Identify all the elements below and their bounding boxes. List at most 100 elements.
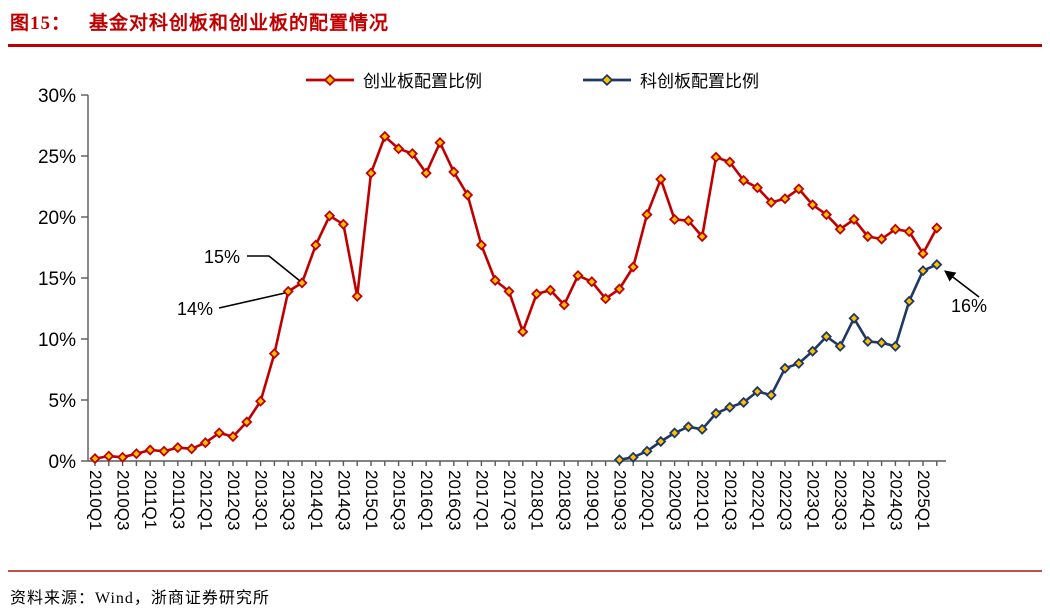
- y-tick-label: 5%: [49, 391, 77, 412]
- data-point-marker: [834, 340, 846, 352]
- data-point-marker: [531, 288, 543, 300]
- data-point-marker: [807, 345, 819, 357]
- data-point-marker: [613, 283, 625, 295]
- x-tick-label: 2021Q1: [693, 470, 712, 531]
- source-note: 资料来源：Wind，浙商证券研究所: [10, 590, 270, 607]
- x-tick-label: 2012Q1: [196, 470, 215, 531]
- annotation-16%: 16%: [944, 270, 987, 316]
- data-point-marker: [738, 396, 750, 408]
- annotation-label: 15%: [204, 247, 240, 267]
- data-point-marker: [696, 423, 708, 435]
- data-point-marker: [572, 270, 584, 282]
- data-point-marker: [627, 451, 639, 463]
- data-point-marker: [903, 226, 915, 238]
- data-point-marker: [917, 248, 929, 260]
- footer-divider: [8, 570, 1042, 572]
- data-point-marker: [710, 407, 722, 419]
- data-point-marker: [917, 265, 929, 277]
- data-point-marker: [448, 166, 460, 178]
- data-point-marker: [779, 362, 791, 374]
- data-point-marker: [669, 213, 681, 225]
- data-point-marker: [420, 167, 432, 179]
- annotation-15%: 15%: [204, 247, 301, 282]
- data-point-marker: [406, 148, 418, 160]
- data-point-marker: [738, 174, 750, 186]
- data-point-marker: [793, 183, 805, 195]
- x-tick-label: 2020Q3: [666, 470, 685, 531]
- data-point-marker: [199, 437, 211, 449]
- x-tick-label: 2019Q3: [610, 470, 629, 531]
- data-point-marker: [89, 453, 101, 465]
- data-point-marker: [227, 431, 239, 443]
- x-tick-label: 2013Q1: [252, 470, 271, 531]
- legend-label-kechuangban: 科创板配置比例: [640, 72, 759, 91]
- data-point-marker: [724, 401, 736, 413]
- data-point-marker: [475, 239, 487, 251]
- data-point-marker: [186, 443, 198, 455]
- x-tick-label: 2023Q1: [804, 470, 823, 531]
- data-point-marker: [586, 276, 598, 288]
- data-point-marker: [337, 218, 349, 230]
- data-point-marker: [655, 173, 667, 185]
- data-point-marker: [351, 290, 363, 302]
- title-divider: [8, 44, 1042, 47]
- data-point-marker: [710, 151, 722, 163]
- figure-title-text: 基金对科创板和创业板的配置情况: [89, 13, 390, 34]
- annotation-label: 16%: [951, 296, 987, 316]
- x-tick-label: 2024Q1: [859, 470, 878, 531]
- data-point-marker: [255, 395, 267, 407]
- legend-label-chuangyeban: 创业板配置比例: [363, 72, 482, 91]
- data-point-marker: [931, 259, 943, 271]
- x-tick-label: 2024Q3: [886, 470, 905, 531]
- x-axis-labels: 2010Q1 2010Q3 2011Q1 2011Q3 2012Q1 2012Q3 2013…: [86, 470, 933, 531]
- data-point-marker: [848, 312, 860, 324]
- annotation-14%: 14%: [177, 292, 286, 319]
- data-point-marker: [793, 357, 805, 369]
- data-point-marker: [517, 326, 529, 338]
- data-point-marker: [765, 196, 777, 208]
- y-tick-label: 10%: [38, 330, 76, 351]
- x-tick-label: 2017Q3: [500, 470, 519, 531]
- x-tick-label: 2018Q1: [528, 470, 547, 531]
- data-point-marker: [503, 285, 515, 297]
- x-tick-label: 2011Q1: [141, 470, 160, 529]
- data-point-marker: [862, 335, 874, 347]
- x-tick-label: 2010Q3: [114, 470, 133, 531]
- data-point-marker: [696, 230, 708, 243]
- x-tick-label: 2025Q1: [914, 470, 933, 531]
- data-point-marker: [751, 182, 763, 194]
- data-point-marker: [130, 448, 142, 460]
- legend-red-line-icon: [306, 73, 354, 86]
- x-tick-label: 2014Q3: [334, 470, 353, 531]
- data-point-marker: [213, 427, 225, 439]
- data-point-marker: [462, 189, 474, 201]
- data-point-marker: [820, 331, 832, 343]
- series-chuangyeban: [89, 130, 943, 465]
- x-tick-label: 2012Q3: [224, 470, 243, 531]
- data-point-marker: [558, 299, 570, 311]
- data-point-marker: [751, 385, 763, 398]
- data-point-marker: [613, 454, 625, 466]
- data-point-marker: [172, 442, 184, 454]
- data-point-marker: [682, 215, 694, 227]
- x-tick-label: 2014Q1: [307, 470, 326, 531]
- data-point-marker: [144, 444, 156, 456]
- data-point-marker: [876, 233, 888, 245]
- x-tick-label: 2023Q3: [831, 470, 850, 531]
- data-point-marker: [682, 421, 694, 433]
- data-point-marker: [862, 230, 874, 243]
- data-point-marker: [779, 193, 791, 205]
- y-tick-label: 15%: [38, 269, 76, 290]
- data-point-marker: [889, 223, 901, 235]
- x-tick-label: 2013Q3: [279, 470, 298, 531]
- x-tick-label: 2019Q1: [583, 470, 602, 531]
- y-tick-label: 30%: [38, 86, 76, 107]
- data-point-marker: [903, 295, 915, 307]
- figure-number: 图15：: [10, 13, 72, 34]
- data-point-marker: [724, 156, 736, 168]
- legend-item-chuangyeban: 创业板配置比例: [306, 67, 482, 92]
- x-tick-label: 2016Q3: [445, 470, 464, 531]
- x-tick-label: 2015Q3: [390, 470, 409, 531]
